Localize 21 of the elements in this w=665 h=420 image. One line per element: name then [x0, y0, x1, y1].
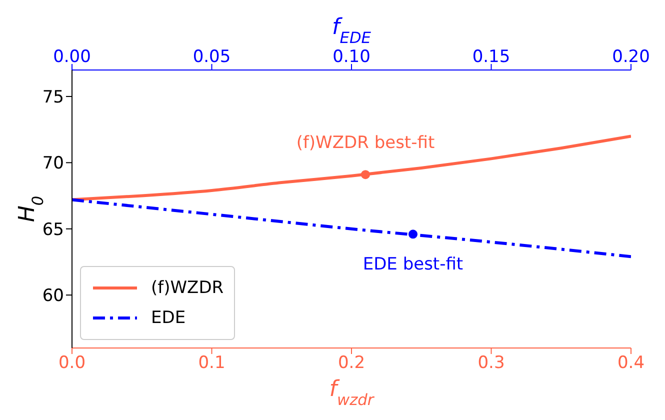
x2-axis-title: f$_{EDE}$: [332, 15, 372, 47]
x-tick-label: 0.2: [338, 353, 366, 374]
y-tick-label: 70: [42, 154, 64, 174]
x-tick-label: 0.4: [617, 353, 645, 374]
x2-tick-label: 0.20: [612, 47, 650, 67]
x-axis-title: f$_{wzdr}$: [329, 377, 376, 409]
y-tick-label: 65: [42, 220, 64, 240]
annotation: (f)WZDR best-fit: [296, 133, 435, 154]
x-tick-label: 0.3: [478, 353, 505, 374]
y-tick-label: 60: [42, 286, 64, 306]
x-tick-label: 0.1: [198, 353, 226, 374]
line-series: [72, 134, 631, 202]
annotation: EDE best-fit: [362, 254, 464, 275]
y-tick-label: 75: [42, 88, 64, 108]
x2-tick-label: 0.10: [332, 47, 370, 67]
x2-tick-label: 0.00: [53, 47, 91, 67]
x2-tick-label: 0.05: [192, 47, 231, 67]
x-tick-label: 0.0: [58, 353, 86, 374]
legend-label: EDE: [151, 308, 186, 328]
x2-tick-label: 0.15: [472, 47, 510, 67]
legend-label: (f)WZDR: [151, 278, 224, 298]
